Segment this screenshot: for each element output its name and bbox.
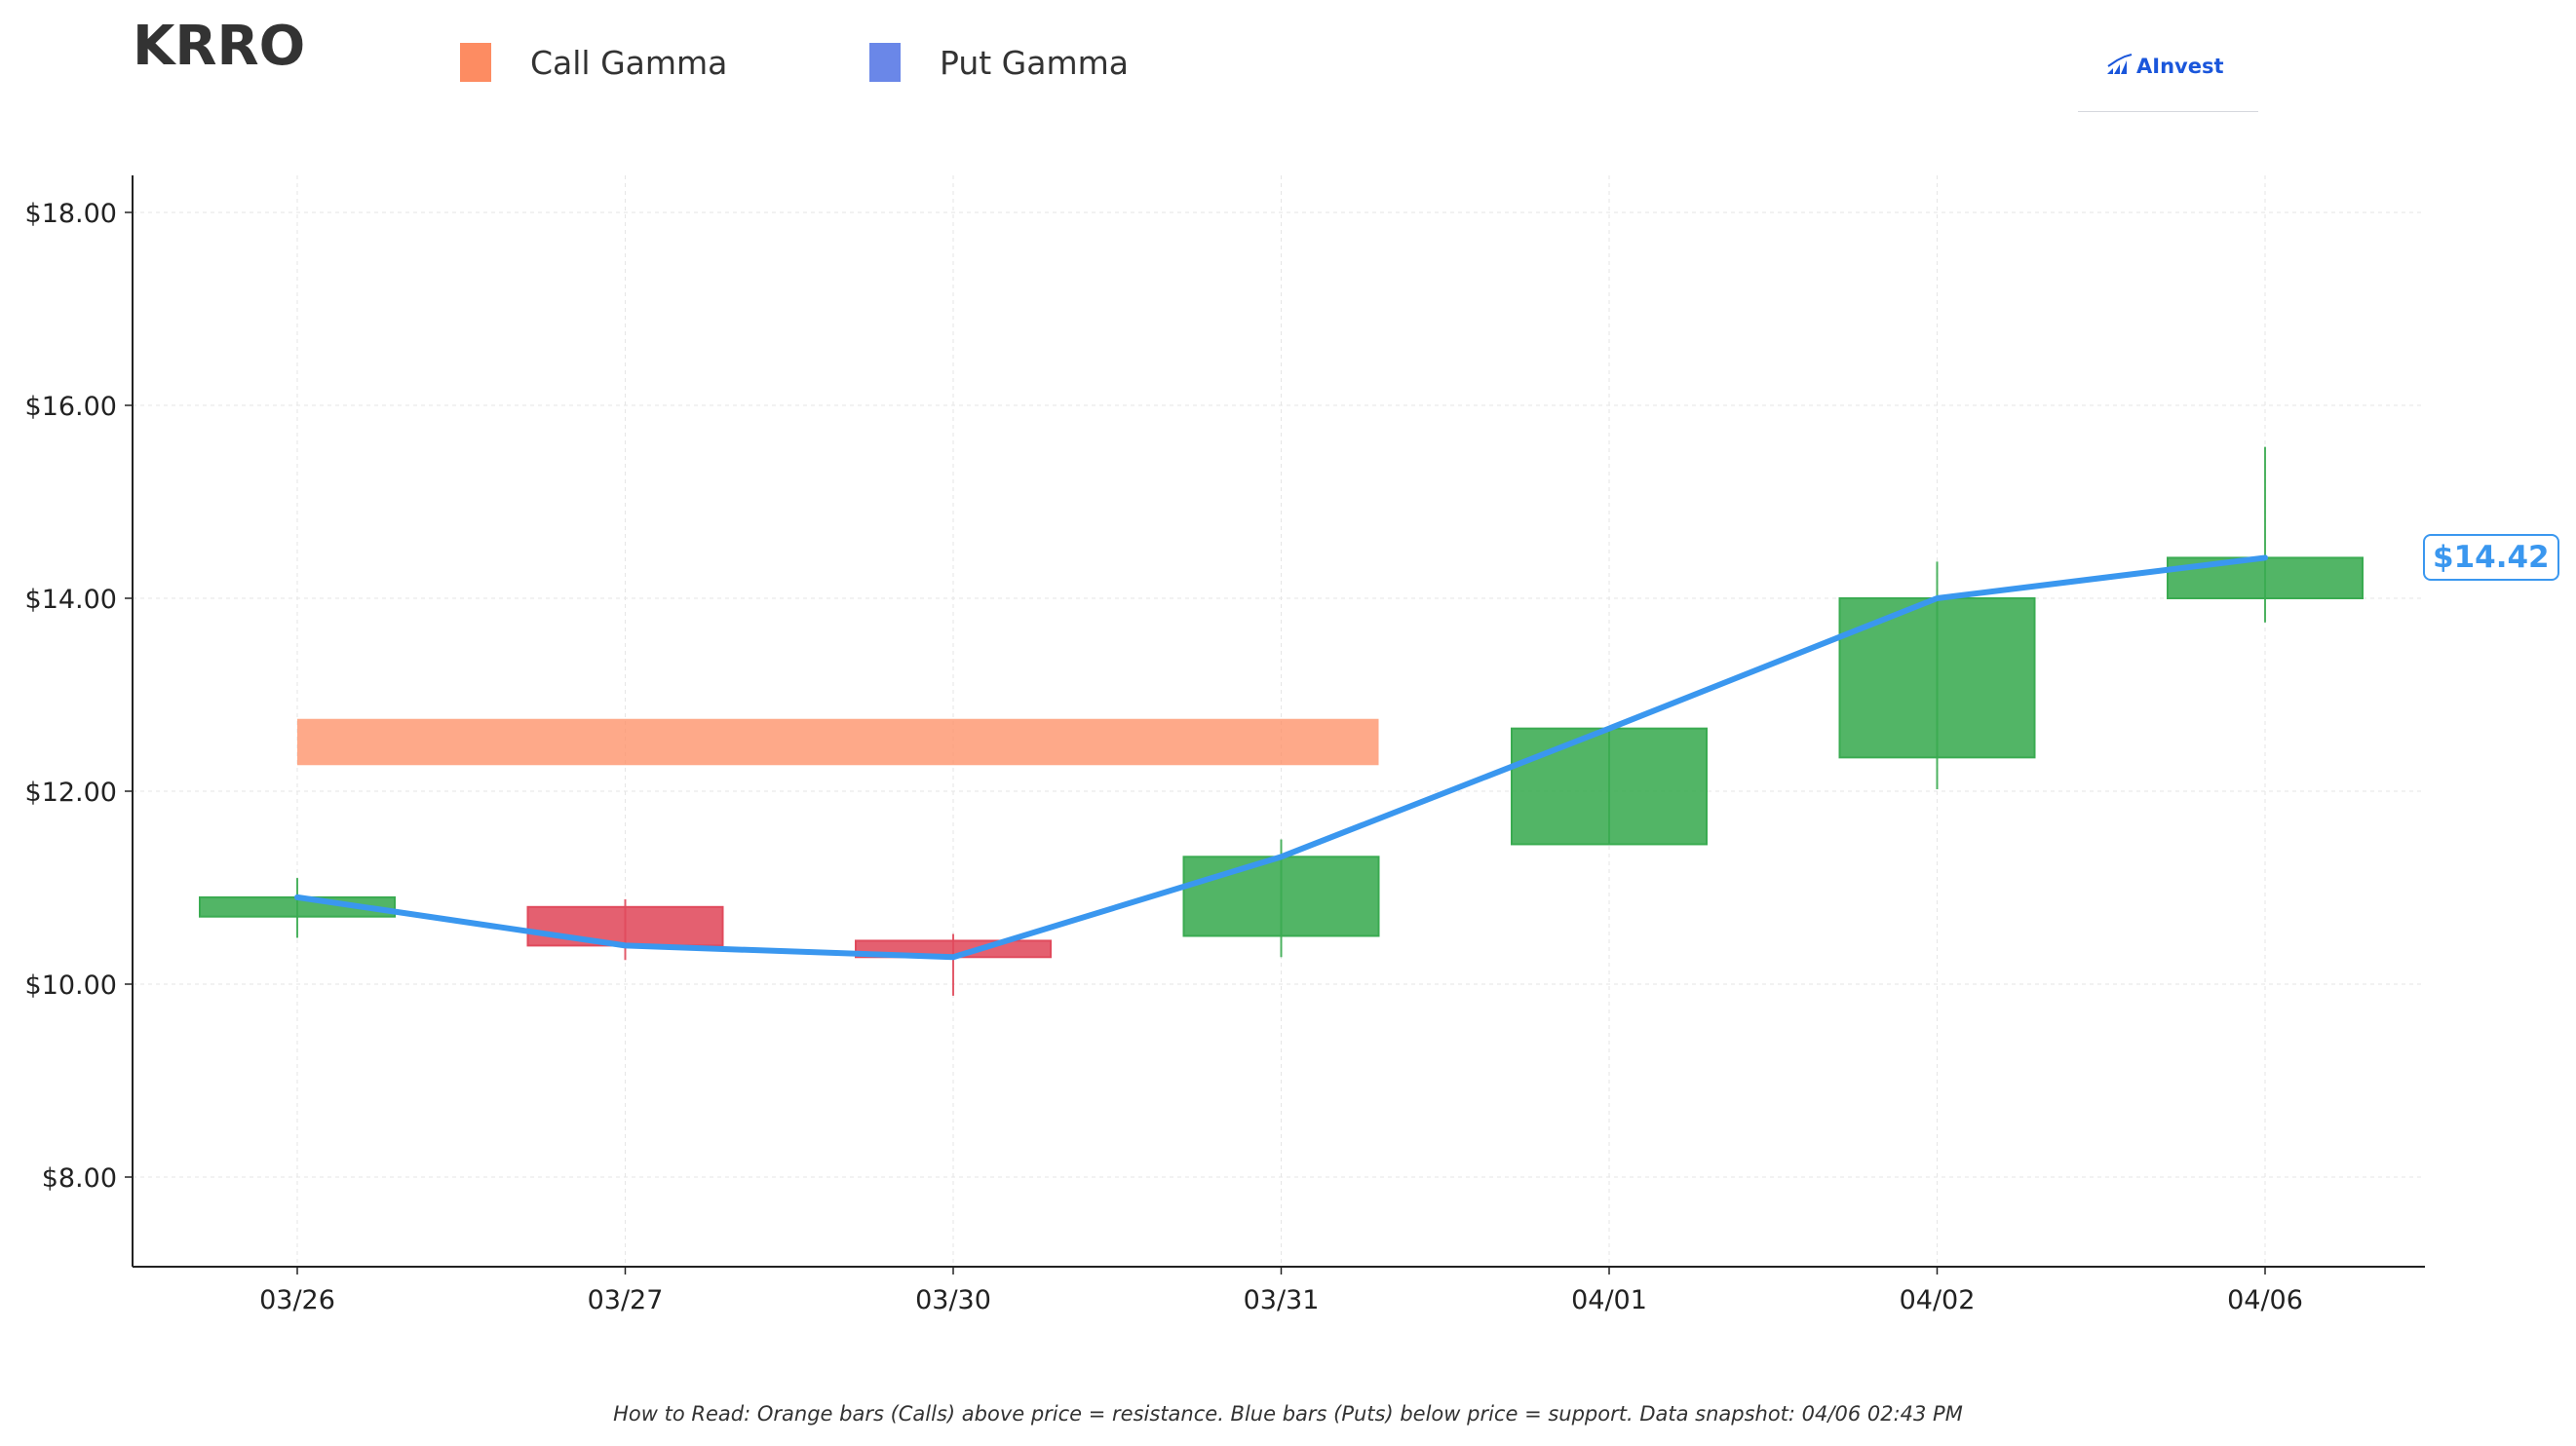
logo-mark-icon bbox=[2107, 54, 2133, 74]
current-price-label: $14.42 bbox=[2423, 534, 2559, 581]
y-tick-label: $8.00 bbox=[42, 1163, 117, 1194]
y-tick-label: $10.00 bbox=[25, 970, 117, 1001]
price-chart: $8.00 $10.00 $12.00 $14.00 $16.00 $18.00 03/26… bbox=[25, 175, 2425, 1315]
axes bbox=[125, 175, 2425, 1275]
y-tick-label: $18.00 bbox=[25, 199, 117, 229]
logo-text: AInvest bbox=[2136, 55, 2224, 78]
x-tick-label: 03/31 bbox=[1244, 1285, 1320, 1315]
x-tick-label: 03/26 bbox=[259, 1285, 335, 1315]
ticker-title: KRRO bbox=[133, 15, 306, 78]
legend-put-label: Put Gamma bbox=[940, 43, 1129, 82]
x-tick-label: 04/01 bbox=[1571, 1285, 1647, 1315]
x-tick-label: 04/02 bbox=[1900, 1285, 1976, 1315]
x-tick-label: 03/27 bbox=[588, 1285, 664, 1315]
legend-call-label: Call Gamma bbox=[530, 43, 728, 82]
call-gamma-zone bbox=[297, 718, 1379, 766]
x-tick-label: 03/30 bbox=[915, 1285, 991, 1315]
candle-body bbox=[526, 905, 724, 947]
tick-labels: $8.00 $10.00 $12.00 $14.00 $16.00 $18.00 03/26… bbox=[25, 199, 2303, 1315]
candle-body bbox=[1511, 727, 1708, 846]
y-tick-label: $14.00 bbox=[25, 585, 117, 615]
footnote: How to Read: Orange bars (Calls) above p… bbox=[613, 1402, 1963, 1426]
legend-put-gamma: Put Gamma bbox=[869, 37, 1129, 88]
legend-put-swatch bbox=[869, 43, 901, 82]
price-line-layer bbox=[294, 554, 2268, 961]
logo-divider bbox=[2078, 111, 2258, 112]
y-tick-label: $16.00 bbox=[25, 392, 117, 422]
candle-body bbox=[1182, 856, 1380, 937]
y-tick-label: $12.00 bbox=[25, 778, 117, 808]
candlesticks bbox=[199, 446, 2364, 996]
price-line bbox=[294, 554, 2268, 961]
candle-body bbox=[1838, 597, 2036, 759]
x-tick-label: 04/06 bbox=[2227, 1285, 2303, 1315]
legend-call-gamma: Call Gamma bbox=[460, 37, 727, 88]
gamma-zones bbox=[297, 718, 1379, 766]
ainvest-logo: AInvest bbox=[2078, 47, 2258, 115]
legend-call-swatch bbox=[460, 43, 491, 82]
